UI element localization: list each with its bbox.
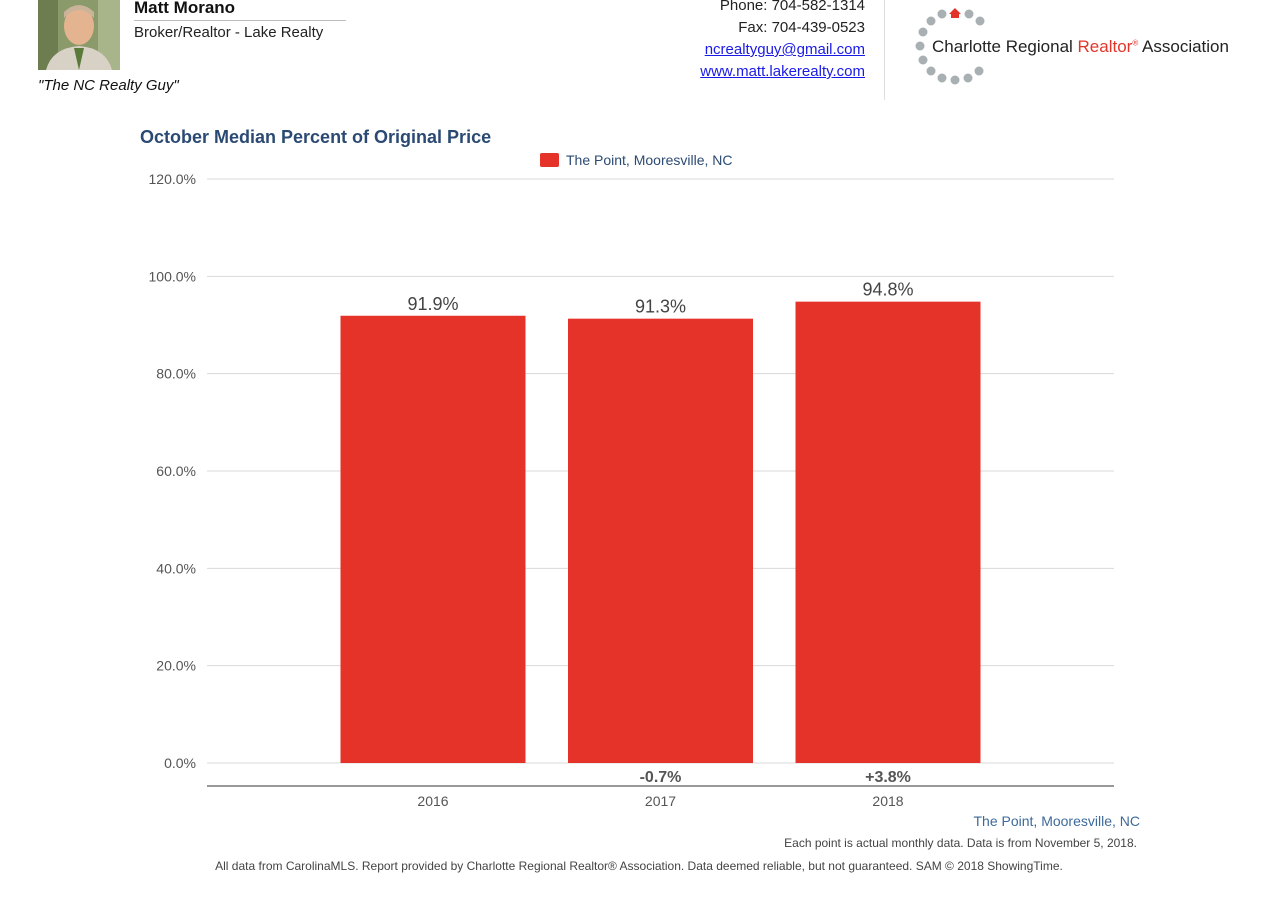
contact-phone: Phone: 704-582-1314: [719, 0, 865, 14]
chart-title: October Median Percent of Original Price: [140, 127, 492, 147]
association-logo-icon: [906, 0, 988, 90]
contact-website-link[interactable]: www.matt.lakerealty.com: [700, 63, 865, 80]
logo-text-part3: Association: [1138, 37, 1229, 56]
y-tick-label: 60.0%: [156, 463, 196, 479]
agent-name-divider: [134, 20, 346, 21]
logo-text-realtor: Realtor: [1077, 37, 1133, 56]
logo-registered-mark: ®: [1132, 38, 1139, 48]
association-logo-text: Charlotte Regional Realtor® Association: [932, 37, 1229, 57]
legend-label: The Point, Mooresville, NC: [566, 152, 733, 168]
logo-text-part1: Charlotte Regional: [932, 37, 1078, 56]
bar: [568, 318, 753, 763]
contact-email-link[interactable]: ncrealtyguy@gmail.com: [704, 41, 865, 58]
contact-fax: Fax: 704-439-0523: [738, 19, 865, 36]
chart-legend: The Point, Mooresville, NC: [540, 152, 733, 168]
x-tick-label: 2018: [872, 793, 903, 809]
y-tick-label: 100.0%: [149, 268, 196, 284]
y-tick-label: 120.0%: [149, 171, 196, 187]
change-label: +3.8%: [865, 769, 911, 786]
bar-value-label: 94.8%: [862, 280, 913, 300]
bar-value-label: 91.9%: [407, 294, 458, 314]
bar: [340, 315, 526, 763]
agent-tagline: "The NC Realty Guy": [38, 77, 179, 94]
footer-disclaimer: All data from CarolinaMLS. Report provid…: [0, 859, 1280, 873]
footer-data-note: Each point is actual monthly data. Data …: [784, 836, 1137, 850]
y-tick-label: 40.0%: [156, 560, 196, 576]
legend-swatch: [540, 153, 559, 167]
agent-title: Broker/Realtor - Lake Realty: [134, 24, 324, 41]
x-tick-label: 2017: [645, 793, 676, 809]
change-label: -0.7%: [640, 769, 682, 786]
x-tick-label: 2016: [417, 793, 448, 809]
bar: [795, 301, 981, 763]
bar-value-label: 91.3%: [635, 297, 686, 317]
y-tick-label: 20.0%: [156, 658, 196, 674]
agent-photo: [38, 0, 120, 70]
y-tick-label: 80.0%: [156, 366, 196, 382]
footer-location: The Point, Mooresville, NC: [973, 813, 1140, 829]
y-tick-label: 0.0%: [164, 755, 196, 771]
agent-name: Matt Morano: [134, 0, 236, 17]
header-divider: [884, 0, 885, 100]
footer-disclaimer-text: All data from CarolinaMLS. Report provid…: [215, 859, 1063, 873]
